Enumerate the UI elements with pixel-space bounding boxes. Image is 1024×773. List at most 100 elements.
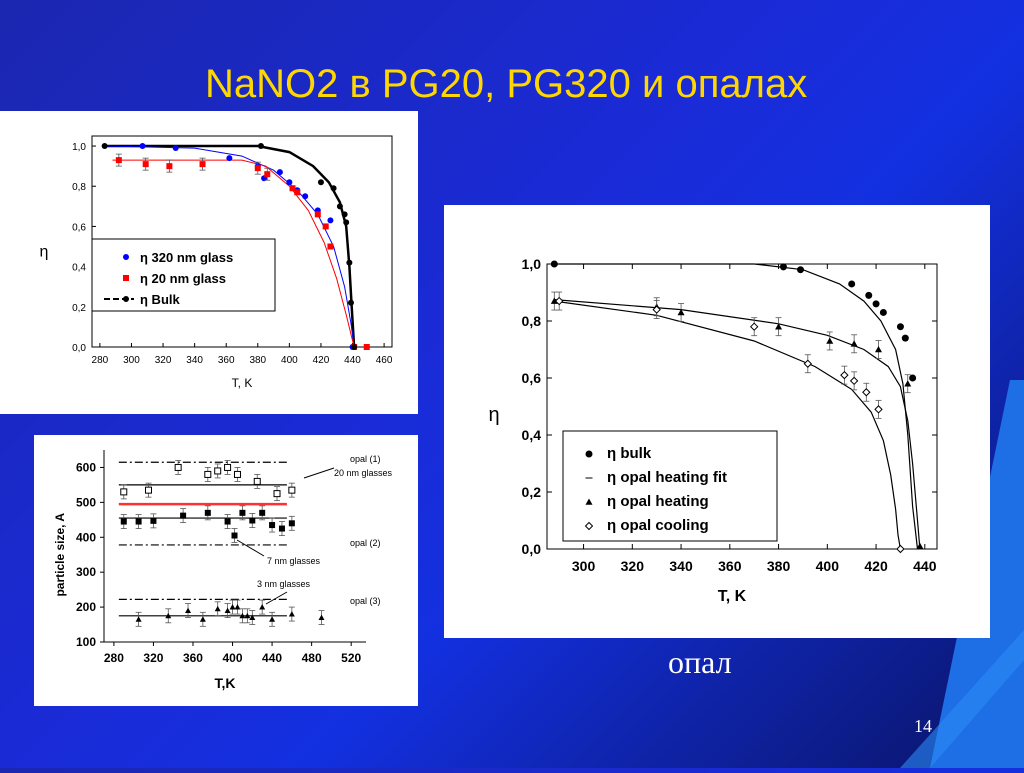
data-point xyxy=(896,544,905,554)
data-point xyxy=(214,467,222,475)
data-point xyxy=(180,512,187,519)
chart-3: 300 320 340 360 380 400 420 440 0,0 0,2 0,4 0,6 0,8 1… xyxy=(488,256,938,605)
y-tick-label: 300 xyxy=(76,565,96,579)
data-point xyxy=(879,308,887,316)
data-point xyxy=(269,616,276,622)
y-tick-label: 0,4 xyxy=(72,263,86,274)
data-point xyxy=(874,405,883,414)
x-tick-label: 400 xyxy=(281,355,298,366)
data-point xyxy=(286,179,293,186)
x-tick-label: 440 xyxy=(344,355,361,366)
data-point xyxy=(234,604,241,610)
legend-label: η Bulk xyxy=(140,292,180,307)
data-point xyxy=(294,189,301,196)
legend-marker xyxy=(584,521,594,531)
data-point xyxy=(848,280,856,288)
x-tick-label: 320 xyxy=(155,355,172,366)
x-tick-label: 400 xyxy=(816,558,840,574)
x-tick-label: 520 xyxy=(341,651,361,665)
annotation-arrow xyxy=(236,539,265,557)
data-point xyxy=(135,616,142,622)
data-point xyxy=(347,299,354,306)
data-point xyxy=(120,488,128,496)
data-point xyxy=(351,344,358,350)
data-point xyxy=(288,486,296,494)
y-tick-label: 0,6 xyxy=(72,222,86,233)
data-point xyxy=(775,323,783,330)
x-tick-label: 420 xyxy=(313,355,330,366)
data-point xyxy=(550,297,558,304)
y-tick-label: 1,0 xyxy=(522,256,542,272)
data-point xyxy=(229,604,236,610)
data-point xyxy=(288,611,295,617)
annotation-arrow xyxy=(265,591,288,605)
data-point xyxy=(224,463,232,471)
data-point xyxy=(174,463,182,471)
data-point xyxy=(269,522,276,529)
x-tick-label: 340 xyxy=(669,558,693,574)
data-point xyxy=(273,490,281,498)
opal-cooling-fit-line xyxy=(554,300,901,550)
data-point xyxy=(264,171,271,178)
data-point xyxy=(239,509,246,516)
data-point xyxy=(199,161,206,168)
data-point xyxy=(336,203,343,210)
data-point xyxy=(289,185,296,192)
legend-label: η opal cooling xyxy=(607,517,709,534)
data-point xyxy=(214,605,221,612)
data-point xyxy=(257,143,264,150)
annotation-label: opal (3) xyxy=(350,596,381,606)
data-point xyxy=(797,266,804,274)
data-point xyxy=(550,260,558,268)
y-tick-label: 600 xyxy=(76,460,96,474)
annotation-label: 7 nm glasses xyxy=(267,556,321,566)
x-tick-label: 440 xyxy=(913,558,937,574)
data-point xyxy=(224,607,231,613)
bulk-fit-line xyxy=(104,144,356,348)
data-point xyxy=(302,193,309,200)
legend-label: η bulk xyxy=(607,445,652,462)
data-point xyxy=(322,223,329,230)
y-axis-label: particle size, A xyxy=(53,513,67,597)
y-tick-label: 400 xyxy=(76,530,96,544)
data-point xyxy=(330,185,337,192)
data-point xyxy=(840,370,849,380)
data-point xyxy=(115,157,122,164)
y-tick-label: 0,8 xyxy=(72,182,86,193)
opal-label: опал xyxy=(668,644,732,680)
data-point xyxy=(288,520,295,527)
data-point xyxy=(199,616,206,622)
data-point xyxy=(278,525,285,532)
data-point xyxy=(120,518,127,525)
data-point xyxy=(259,604,266,610)
page-number: 14 xyxy=(914,716,932,736)
data-point xyxy=(317,179,324,186)
annotation-label: opal (1) xyxy=(350,454,381,464)
chart-2: 280 320 360 400 440 480 520 100 200 300 400 500 600 T… xyxy=(53,450,393,691)
annotation-arrow xyxy=(303,467,335,479)
data-point xyxy=(872,300,880,308)
y-tick-label: 1,0 xyxy=(72,142,86,153)
y-tick-label: 0,2 xyxy=(72,303,86,314)
data-point xyxy=(244,612,251,619)
data-point xyxy=(166,163,173,170)
y-tick-label: 0,4 xyxy=(522,427,542,443)
x-tick-label: 380 xyxy=(767,558,791,574)
y-tick-label: 200 xyxy=(76,600,96,614)
x-tick-label: 360 xyxy=(183,651,203,665)
y-tick-label: 0,2 xyxy=(522,484,542,500)
data-point xyxy=(139,143,146,150)
y-tick-label: 0,6 xyxy=(522,370,542,386)
data-point xyxy=(276,169,283,176)
y-tick-label: 0,0 xyxy=(72,343,86,354)
chart-3-panel: 300 320 340 360 380 400 420 440 0,0 0,2 0,4 0,6 0,8 1… xyxy=(444,205,990,638)
y-tick-label: 100 xyxy=(76,635,96,649)
data-point xyxy=(901,334,909,342)
data-point xyxy=(904,380,912,387)
legend-label: η opal heating fit xyxy=(607,469,727,486)
y-axis-label: η xyxy=(40,244,49,261)
data-point xyxy=(253,477,261,485)
x-tick-label: 360 xyxy=(218,355,235,366)
legend-marker xyxy=(123,275,129,281)
x-tick-label: 340 xyxy=(186,355,203,366)
